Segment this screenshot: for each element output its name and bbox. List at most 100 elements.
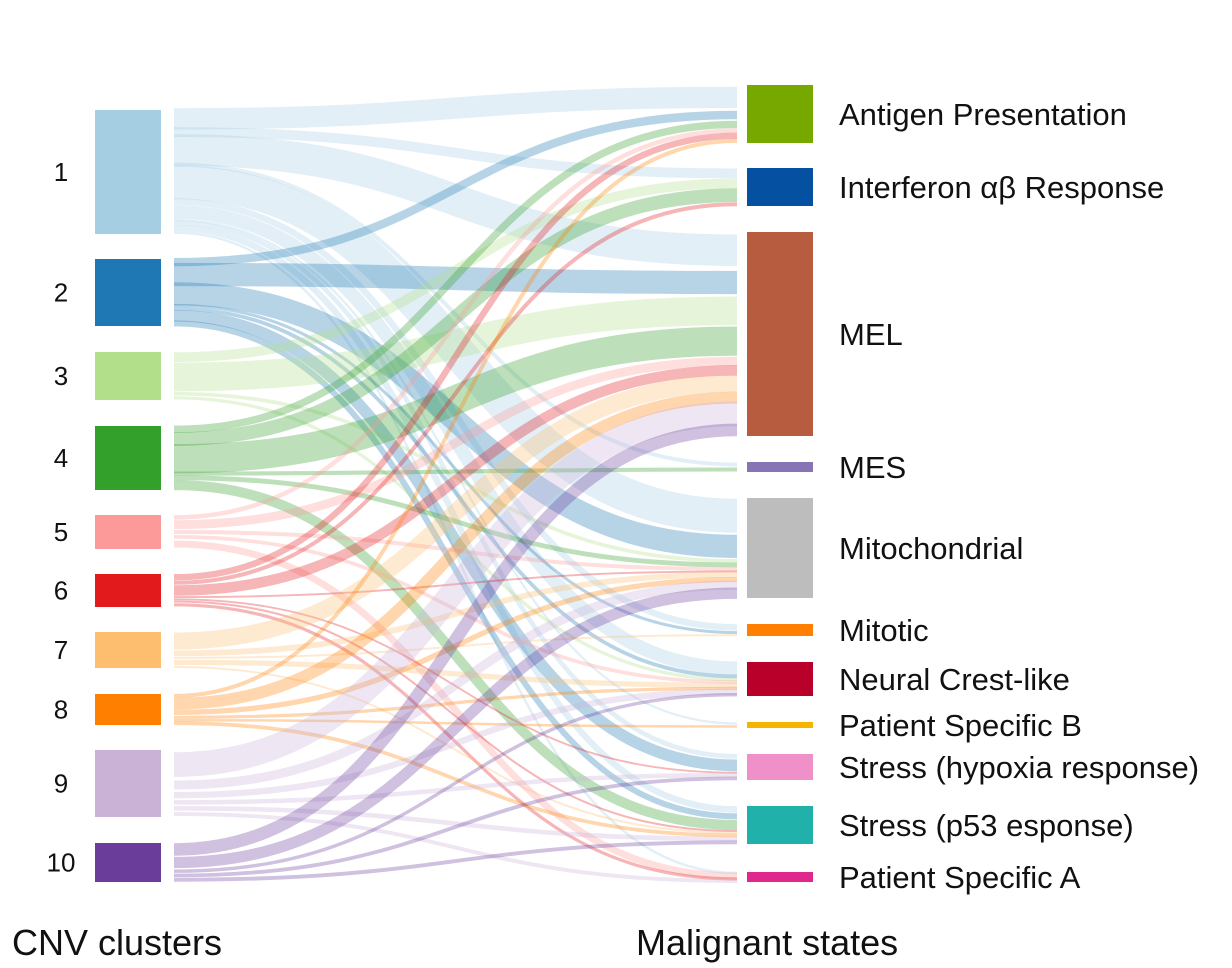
flow-9-to-patient-specific-a — [173, 812, 738, 883]
cluster-label-5: 5 — [54, 517, 68, 547]
flow-10-to-stress-p53-esponse — [173, 840, 738, 882]
flow-6-to-mitochondrial — [173, 570, 738, 599]
state-label-mitochondrial: Mitochondrial — [839, 531, 1023, 566]
flow-7-to-neural-crest-like — [173, 659, 738, 688]
state-label-stress-p53-esponse: Stress (p53 esponse) — [839, 808, 1134, 843]
flow-9-to-mitochondrial — [173, 580, 738, 790]
state-node-mitotic[interactable] — [747, 624, 813, 636]
state-node-mitochondrial[interactable] — [747, 498, 813, 598]
state-label-patient-specific-b: Patient Specific B — [839, 708, 1082, 743]
flow-1-to-stress-hypoxia-response — [173, 220, 738, 759]
flow-8-to-stress-p53-esponse — [173, 721, 738, 838]
flow-1-to-interferon-response — [173, 127, 738, 179]
flow-10-to-neural-crest-like — [173, 693, 738, 873]
state-node-stress-p53-esponse[interactable] — [747, 806, 813, 844]
state-node-antigen-presentation[interactable] — [747, 85, 813, 143]
flow-7-to-mitotic — [173, 634, 738, 659]
flow-5-to-antigen-presentation — [173, 128, 738, 520]
flow-2-to-mitochondrial — [173, 282, 738, 558]
flow-2-to-stress-p53-esponse — [173, 320, 738, 820]
cluster-node-10[interactable] — [95, 843, 161, 882]
flow-5-to-patient-specific-a — [173, 540, 738, 880]
flow-3-to-mitochondrial — [173, 391, 738, 563]
cluster-label-2: 2 — [54, 278, 68, 308]
flow-9-to-stress-hypoxia-response — [173, 772, 738, 805]
flow-10-to-mitochondrial — [173, 587, 738, 869]
state-node-mel[interactable] — [747, 232, 813, 436]
flow-1-to-stress-p53-esponse — [173, 224, 738, 813]
flow-10-to-stress-hypoxia-response — [173, 776, 738, 878]
cluster-node-7[interactable] — [95, 632, 161, 668]
flow-1-to-neural-crest-like — [173, 205, 738, 676]
cluster-node-2[interactable] — [95, 259, 161, 326]
state-node-patient-specific-a[interactable] — [747, 872, 813, 882]
flow-1-to-mitotic — [173, 198, 738, 631]
cluster-label-8: 8 — [54, 695, 68, 725]
cluster-label-4: 4 — [54, 443, 68, 473]
state-node-stress-hypoxia-response[interactable] — [747, 754, 813, 780]
flow-1-to-mitochondrial — [173, 165, 738, 533]
flow-5-to-neural-crest-like — [173, 535, 738, 684]
flow-7-to-mitochondrial — [173, 571, 738, 657]
cluster-label-1: 1 — [54, 157, 68, 187]
left-axis-title: CNV clusters — [12, 922, 222, 963]
flow-8-to-neural-crest-like — [173, 686, 738, 719]
cluster-node-5[interactable] — [95, 515, 161, 549]
flow-8-to-mel — [173, 391, 738, 710]
flow-6-to-mel — [173, 365, 738, 596]
cluster-node-1[interactable] — [95, 110, 161, 234]
flow-6-to-stress-p53-esponse — [173, 600, 738, 832]
state-node-neural-crest-like[interactable] — [747, 662, 813, 696]
state-label-neural-crest-like: Neural Crest-like — [839, 662, 1070, 697]
state-label-interferon-response: Interferon αβ Response — [839, 170, 1164, 205]
state-label-antigen-presentation: Antigen Presentation — [839, 97, 1127, 132]
flow-6-to-stress-hypoxia-response — [173, 598, 738, 774]
flow-2-to-neural-crest-like — [173, 306, 738, 679]
cluster-label-10: 10 — [47, 848, 76, 878]
flow-1-to-patient-specific-a — [173, 231, 738, 875]
flow-7-to-stress-p53-esponse — [173, 665, 738, 834]
flow-4-to-stress-p53-esponse — [173, 480, 738, 831]
state-label-stress-hypoxia-response: Stress (hypoxia response) — [839, 750, 1199, 785]
state-node-mes[interactable] — [747, 462, 813, 472]
flow-1-to-antigen-presentation — [173, 86, 738, 130]
flow-6-to-interferon-response — [173, 202, 738, 585]
flow-8-to-mitochondrial — [173, 576, 738, 716]
flow-6-to-patient-specific-a — [173, 603, 738, 881]
flow-2-to-stress-hypoxia-response — [173, 309, 738, 772]
state-label-mes: MES — [839, 450, 906, 485]
cluster-label-6: 6 — [54, 576, 68, 606]
malignant-state-nodes: Antigen Presentation Interferon αβ Respon… — [747, 85, 1199, 895]
cluster-label-7: 7 — [54, 635, 68, 665]
flow-9-to-mel — [173, 401, 738, 777]
cluster-label-3: 3 — [54, 361, 68, 391]
state-node-interferon-response[interactable] — [747, 168, 813, 206]
flow-3-to-mel — [173, 296, 738, 392]
flow-1-to-mes — [173, 162, 738, 467]
flow-4-to-mel — [173, 326, 738, 474]
flow-8-to-patient-specific-b — [173, 718, 738, 728]
flow-8-to-antigen-presentation — [173, 138, 738, 698]
flow-4-to-mes — [173, 467, 738, 476]
cluster-node-8[interactable] — [95, 694, 161, 725]
flow-10-to-mel — [173, 423, 738, 856]
flow-4-to-interferon-response — [173, 188, 738, 446]
flow-2-to-antigen-presentation — [173, 110, 738, 267]
cluster-label-9: 9 — [54, 769, 68, 799]
cluster-node-6[interactable] — [95, 574, 161, 607]
cluster-node-3[interactable] — [95, 352, 161, 400]
flow-1-to-mel — [173, 134, 738, 266]
cluster-node-9[interactable] — [95, 750, 161, 817]
flow-2-to-mitotic — [173, 303, 738, 635]
state-node-patient-specific-b[interactable] — [747, 722, 813, 728]
flow-4-to-mitochondrial — [173, 475, 738, 568]
flow-4-to-antigen-presentation — [173, 120, 738, 433]
flow-5-to-mitochondrial — [173, 530, 738, 571]
flow-6-to-antigen-presentation — [173, 132, 738, 581]
flow-3-to-interferon-response — [173, 178, 738, 363]
cnv-cluster-nodes: 1 2 3 4 5 6 7 8 9 10 — [47, 110, 161, 882]
cluster-node-4[interactable] — [95, 426, 161, 490]
flow-3-to-neural-crest-like — [173, 396, 738, 682]
flow-links — [173, 86, 738, 883]
